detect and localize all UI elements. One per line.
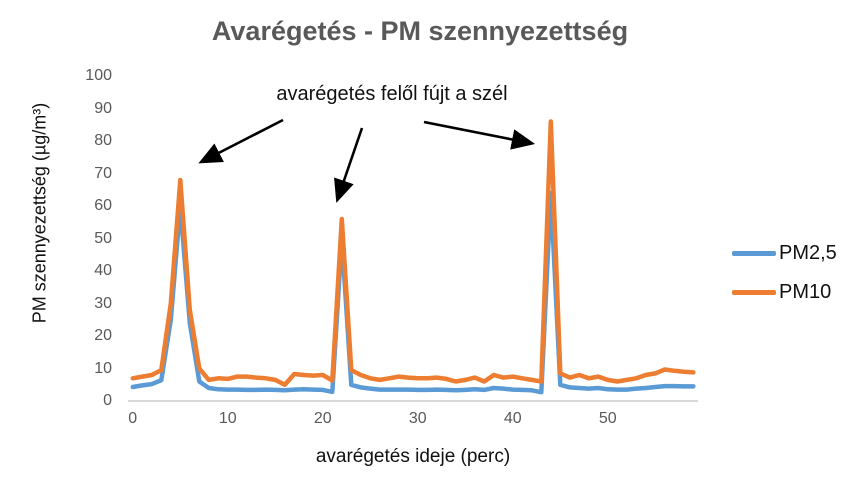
- y-tick-label: 30: [94, 294, 112, 312]
- pm10-line-marker: [732, 289, 776, 295]
- pm25-line-marker: [732, 250, 776, 256]
- x-tick-label: 20: [313, 410, 332, 427]
- legend: PM2,5 PM10: [732, 241, 837, 319]
- x-tick-label: 10: [218, 410, 237, 427]
- x-tick-label: 50: [598, 410, 617, 427]
- y-tick-label: 60: [94, 197, 112, 214]
- y-tick-label: 90: [94, 99, 112, 117]
- y-tick-label: 100: [85, 67, 112, 84]
- y-tick-label: 10: [94, 359, 112, 377]
- legend-label-pm25: PM2,5: [779, 241, 837, 264]
- annotation-text: avarégetés felől fújt a szél: [276, 83, 508, 105]
- x-axis-title: avarégetés ideje (perc): [315, 446, 511, 467]
- y-tick-label: 70: [94, 164, 112, 182]
- legend-item-pm10: PM10: [732, 280, 837, 304]
- x-tick-label: 0: [128, 410, 138, 427]
- x-tick-label: 30: [408, 410, 427, 427]
- chart-title: Avarégetés - PM szennyezettség: [211, 16, 629, 46]
- legend-label-pm10: PM10: [779, 280, 832, 303]
- y-axis-title: PM szennyezettség (µg/m³): [29, 102, 50, 324]
- y-tick-label: 80: [94, 132, 112, 149]
- y-tick-label: 20: [94, 327, 112, 344]
- y-tick-label: 0: [103, 392, 112, 409]
- x-tick-label: 40: [503, 410, 522, 427]
- legend-item-pm25: PM2,5: [732, 241, 837, 265]
- y-tick-label: 50: [94, 229, 112, 247]
- y-tick-label: 40: [94, 262, 112, 279]
